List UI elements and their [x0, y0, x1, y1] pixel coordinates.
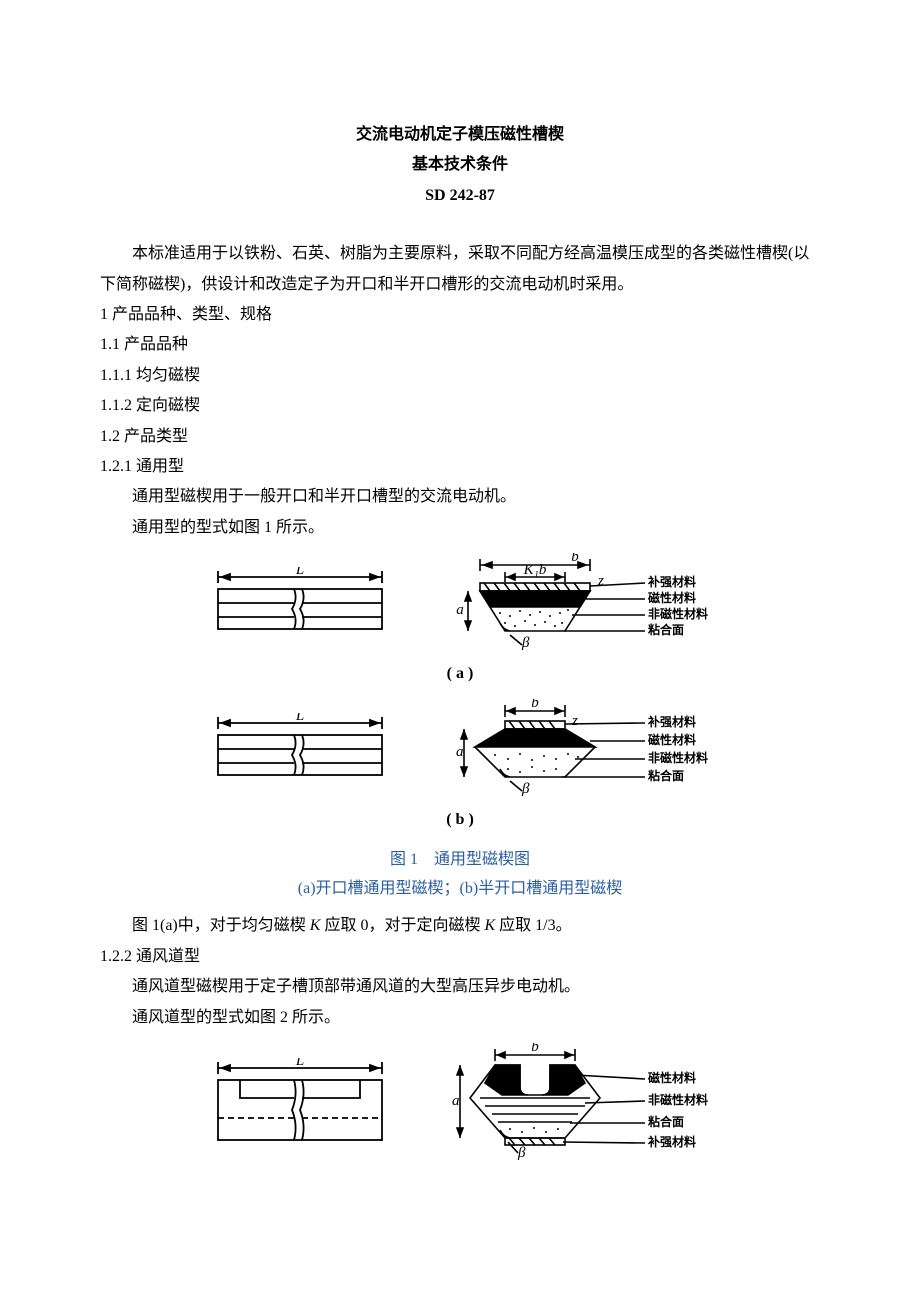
title-line-2: 基本技术条件 [100, 150, 820, 180]
title-line-1: 交流电动机定子模压磁性槽楔 [100, 120, 820, 150]
fig1-panel-a-label: ( a ) [100, 659, 820, 689]
fig1b-dim-b: b [531, 699, 539, 711]
sec-1-2-1-p2: 通用型的型式如图 1 所示。 [100, 513, 820, 543]
fig1a-anno-nonmagnetic: 非磁性材料 [648, 606, 708, 621]
fig1b-dim-beta: β [521, 781, 530, 797]
fig1b-anno-reinforce: 补强材料 [647, 714, 696, 729]
fig1-note-k1: K [310, 917, 321, 934]
fig1a-dim-b: b [571, 553, 579, 565]
figure-1: L b [100, 553, 820, 903]
figure-1-row-b: L b [100, 699, 820, 799]
fig1b-dim-a: a [456, 744, 464, 760]
fig2-dim-a: a [452, 1093, 460, 1109]
fig2-anno-reinforce: 补强材料 [647, 1134, 696, 1149]
fig1b-anno-bond: 粘合面 [648, 768, 684, 783]
fig1a-dim-z: z [597, 573, 604, 589]
fig1-note-k2: K [484, 917, 495, 934]
figure-2-row: L b [100, 1043, 820, 1168]
fig2-dim-b: b [531, 1043, 539, 1055]
fig1a-anno-magnetic: 磁性材料 [647, 590, 696, 605]
fig1a-anno-bond: 粘合面 [648, 622, 684, 637]
fig1a-right-icon: b K₁b [450, 553, 720, 653]
fig2-anno-bond: 粘合面 [648, 1114, 684, 1129]
intro-paragraph: 本标准适用于以铁粉、石英、树脂为主要原料，采取不同配方经高温模压成型的各类磁性槽… [100, 239, 820, 300]
figure-1-row-a: L b [100, 553, 820, 653]
sec-1-2: 1.2 产品类型 [100, 422, 820, 452]
figure-2: L b [100, 1043, 820, 1168]
sec-1-2-2-p1: 通风道型磁楔用于定子槽顶部带通风道的大型高压异步电动机。 [100, 972, 820, 1002]
fig2-anno-nonmagnetic: 非磁性材料 [648, 1092, 708, 1107]
fig1-caption: 图 1 通用型磁楔图 [100, 846, 820, 875]
sec-1-2-2-p2: 通风道型的型式如图 2 所示。 [100, 1003, 820, 1033]
fig2-right-icon: b [450, 1043, 720, 1168]
fig1-note-pre: 图 1(a)中，对于均匀磁楔 [132, 917, 310, 934]
fig1b-anno-nonmagnetic: 非磁性材料 [648, 750, 708, 765]
fig1a-anno-reinforce: 补强材料 [647, 574, 696, 589]
fig2-dim-beta: β [517, 1145, 526, 1161]
fig1a-dim-L: L [295, 567, 304, 578]
fig1a-dim-beta: β [521, 635, 530, 651]
fig1-note-mid1: 应取 0，对于定向磁楔 [320, 917, 484, 934]
fig2-anno-magnetic: 磁性材料 [647, 1070, 696, 1085]
sec-1-2-1: 1.2.1 通用型 [100, 452, 820, 482]
title-line-3: SD 242-87 [100, 181, 820, 211]
fig2-dim-L: L [295, 1058, 304, 1069]
sec-1-1: 1.1 产品品种 [100, 330, 820, 360]
fig1b-dim-z: z [571, 713, 578, 729]
sec-1-1-2: 1.1.2 定向磁楔 [100, 391, 820, 421]
sec-1-1-1: 1.1.1 均匀磁楔 [100, 361, 820, 391]
sec-1: 1 产品品种、类型、规格 [100, 300, 820, 330]
fig1a-dim-a: a [456, 602, 464, 618]
fig1b-left-icon: L [200, 713, 400, 785]
fig1-note: 图 1(a)中，对于均匀磁楔 K 应取 0，对于定向磁楔 K 应取 1/3。 [100, 911, 820, 941]
fig1b-right-icon: b a z β [450, 699, 720, 799]
sec-1-2-2: 1.2.2 通风道型 [100, 942, 820, 972]
fig1a-dim-kb: K₁b [523, 562, 547, 578]
fig1-subcaption: (a)开口槽通用型磁楔；(b)半开口槽通用型磁楔 [100, 875, 820, 904]
sec-1-2-1-p1: 通用型磁楔用于一般开口和半开口槽型的交流电动机。 [100, 482, 820, 512]
fig1b-anno-magnetic: 磁性材料 [647, 732, 696, 747]
document-title: 交流电动机定子模压磁性槽楔 基本技术条件 SD 242-87 [100, 120, 820, 211]
fig2-left-icon: L [200, 1058, 400, 1153]
fig1a-left-icon: L [200, 567, 400, 639]
fig1-panel-b-label: ( b ) [100, 805, 820, 835]
fig1-note-post: 应取 1/3。 [495, 917, 571, 934]
fig1b-dim-L: L [295, 713, 304, 724]
